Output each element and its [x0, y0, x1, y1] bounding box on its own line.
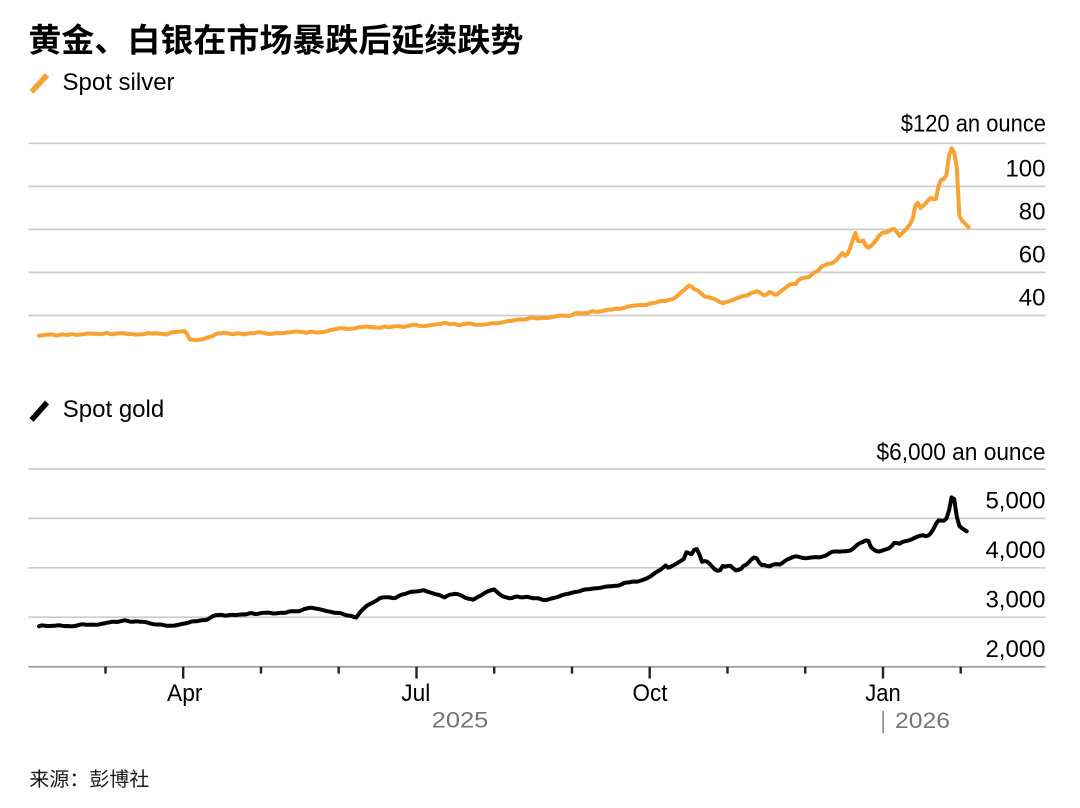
svg-text:$6,000 an ounce: $6,000 an ounce	[877, 439, 1046, 466]
svg-text:Jan: Jan	[865, 680, 901, 707]
svg-text:2025: 2025	[432, 708, 489, 733]
svg-text:4,000: 4,000	[985, 537, 1045, 564]
svg-text:100: 100	[1005, 156, 1045, 183]
svg-text:Spot gold: Spot gold	[63, 396, 164, 423]
svg-text:60: 60	[1019, 242, 1046, 269]
svg-text:$120 an ounce: $120 an ounce	[901, 111, 1046, 138]
svg-text:5,000: 5,000	[985, 488, 1045, 515]
svg-text:3,000: 3,000	[985, 586, 1045, 613]
svg-text:80: 80	[1019, 199, 1046, 226]
svg-text:Jul: Jul	[401, 680, 430, 707]
svg-text:Oct: Oct	[633, 680, 668, 707]
svg-text:40: 40	[1019, 285, 1046, 312]
svg-text:2026: 2026	[895, 708, 950, 733]
svg-text:2,000: 2,000	[985, 636, 1045, 663]
svg-text:Apr: Apr	[167, 680, 203, 707]
svg-text:Spot silver: Spot silver	[63, 69, 175, 96]
